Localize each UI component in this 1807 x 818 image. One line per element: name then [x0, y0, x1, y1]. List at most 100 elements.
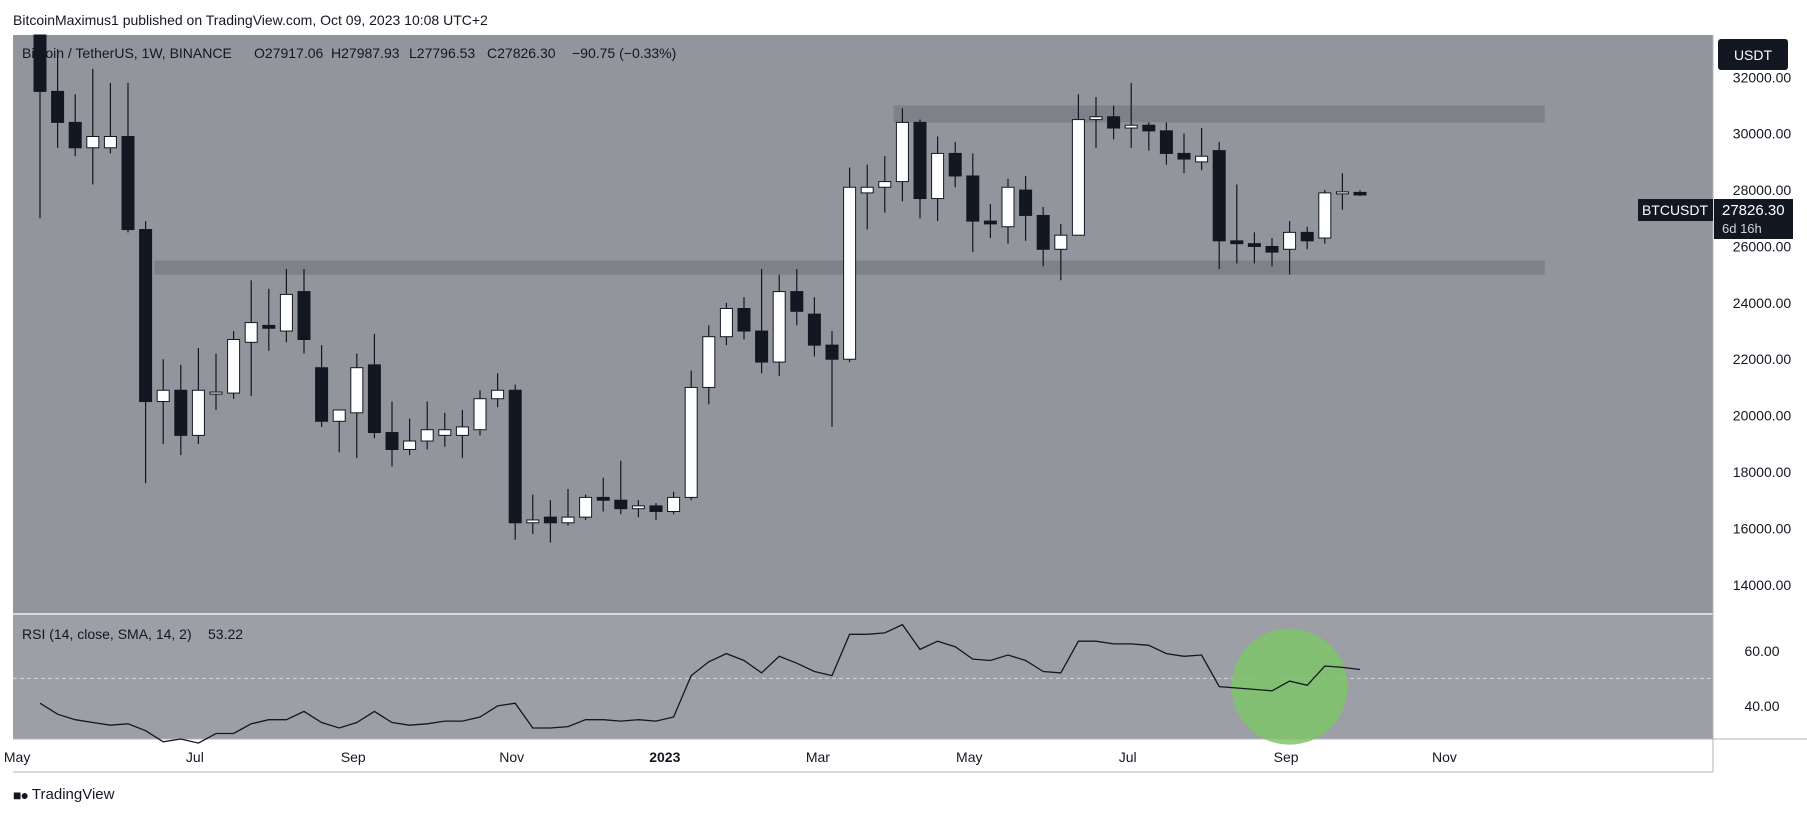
- candle: [702, 325, 716, 405]
- time-tick-label: 2023: [649, 749, 680, 765]
- candle: [473, 390, 487, 436]
- candle: [579, 494, 593, 520]
- candle: [209, 353, 223, 410]
- price-tick-label: 14000.00: [1733, 577, 1792, 593]
- tradingview-footer[interactable]: ■● TradingView: [13, 786, 114, 803]
- rsi-pane-background: [13, 615, 1713, 739]
- time-tick-label: May: [4, 749, 30, 765]
- candle: [1036, 206, 1050, 267]
- price-tick-label: 16000.00: [1733, 520, 1792, 536]
- candle: [1054, 223, 1068, 281]
- candle: [526, 494, 540, 535]
- candle: [737, 297, 751, 340]
- candle: [895, 108, 909, 202]
- candle: [1230, 184, 1244, 264]
- time-tick-label: Sep: [341, 749, 366, 765]
- candle: [315, 345, 329, 427]
- price-tick-label: 20000.00: [1733, 408, 1792, 424]
- time-axis[interactable]: May Jul Sep Nov 2023 Mar May Jul Sep Nov: [4, 749, 1457, 765]
- rsi-highlight-circle: [1231, 628, 1348, 745]
- rsi-axis[interactable]: 60.00 40.00: [1744, 643, 1779, 714]
- symbol-legend[interactable]: Bitcoin / TetherUS, 1W, BINANCE O27917.0…: [22, 45, 676, 61]
- candle: [913, 119, 927, 219]
- rsi-last-value: 53.22: [208, 626, 243, 642]
- candle: [86, 68, 100, 185]
- candle: [103, 82, 117, 154]
- candle: [596, 477, 610, 512]
- candle: [966, 153, 980, 253]
- candle: [244, 280, 258, 396]
- candle: [878, 156, 892, 213]
- candle: [156, 359, 170, 444]
- candle: [1159, 122, 1173, 165]
- currency-button[interactable]: USDT: [1718, 39, 1788, 70]
- price-tag-countdown: 6d 16h: [1722, 221, 1762, 236]
- rsi-legend[interactable]: RSI (14, close, SMA, 14, 2) 53.22: [22, 626, 243, 642]
- footer-brand: TradingView: [31, 786, 115, 803]
- candle: [1283, 221, 1297, 275]
- price-tick-label: 28000.00: [1733, 182, 1792, 198]
- price-tick-label: 32000.00: [1733, 69, 1792, 85]
- rsi-title: RSI (14, close, SMA, 14, 2): [22, 626, 192, 642]
- candle: [279, 269, 293, 343]
- candle: [332, 409, 346, 453]
- candle: [1089, 97, 1103, 148]
- candle: [1318, 190, 1332, 244]
- candles-group: [33, 34, 1367, 543]
- candle: [139, 221, 153, 484]
- ohlc-low: L27796.53: [409, 45, 475, 61]
- candle: [667, 491, 681, 515]
- time-tick-label: Nov: [499, 749, 524, 765]
- ohlc-open: O27917.06: [254, 45, 323, 61]
- candle: [719, 302, 733, 346]
- ohlc-change: −90.75 (−0.33%): [572, 45, 676, 61]
- time-tick-label: Jul: [186, 749, 204, 765]
- candle: [1265, 238, 1279, 267]
- candle: [807, 297, 821, 357]
- candle: [367, 333, 381, 439]
- time-tick-label: Mar: [806, 749, 830, 765]
- candle: [350, 353, 364, 458]
- time-tick-label: May: [956, 749, 982, 765]
- candle: [1353, 190, 1367, 196]
- candle: [1335, 173, 1349, 210]
- candle: [508, 384, 522, 540]
- candle: [614, 460, 628, 515]
- candle: [33, 34, 47, 219]
- publisher-line: BitcoinMaximus1 published on TradingView…: [13, 12, 488, 28]
- candle: [420, 401, 434, 450]
- candle: [631, 500, 645, 518]
- candle: [455, 409, 469, 458]
- candle: [543, 500, 557, 543]
- candle: [1142, 122, 1156, 151]
- candle: [227, 331, 241, 399]
- horizontal-zone-0: [893, 105, 1545, 123]
- rsi-tick-label: 40.00: [1744, 698, 1779, 714]
- candle: [68, 94, 82, 157]
- price-tag-price: 27826.30: [1722, 202, 1785, 219]
- candle: [1001, 178, 1015, 244]
- candle: [790, 269, 804, 326]
- candle: [649, 503, 663, 520]
- candle: [825, 331, 839, 427]
- candle: [931, 136, 945, 222]
- price-axis[interactable]: 32000.00 30000.00 28000.00 26000.00 24000.00…: [1733, 69, 1792, 593]
- time-tick-label: Nov: [1432, 749, 1457, 765]
- candle: [297, 269, 311, 354]
- candle: [1124, 82, 1138, 148]
- time-tick-label: Jul: [1119, 749, 1137, 765]
- candle: [491, 373, 505, 408]
- price-tag: BTCUSDT 27826.30 6d 16h: [1638, 199, 1793, 239]
- candle: [561, 488, 575, 526]
- time-tick-label: Sep: [1274, 749, 1299, 765]
- candle: [1177, 133, 1191, 174]
- candle: [262, 288, 276, 351]
- rsi-group: [13, 623, 1713, 745]
- price-tick-label: 24000.00: [1733, 295, 1792, 311]
- candle: [843, 167, 857, 363]
- price-tick-label: 26000.00: [1733, 238, 1792, 254]
- candle: [121, 82, 135, 233]
- candle: [385, 401, 399, 467]
- candle: [1247, 232, 1261, 264]
